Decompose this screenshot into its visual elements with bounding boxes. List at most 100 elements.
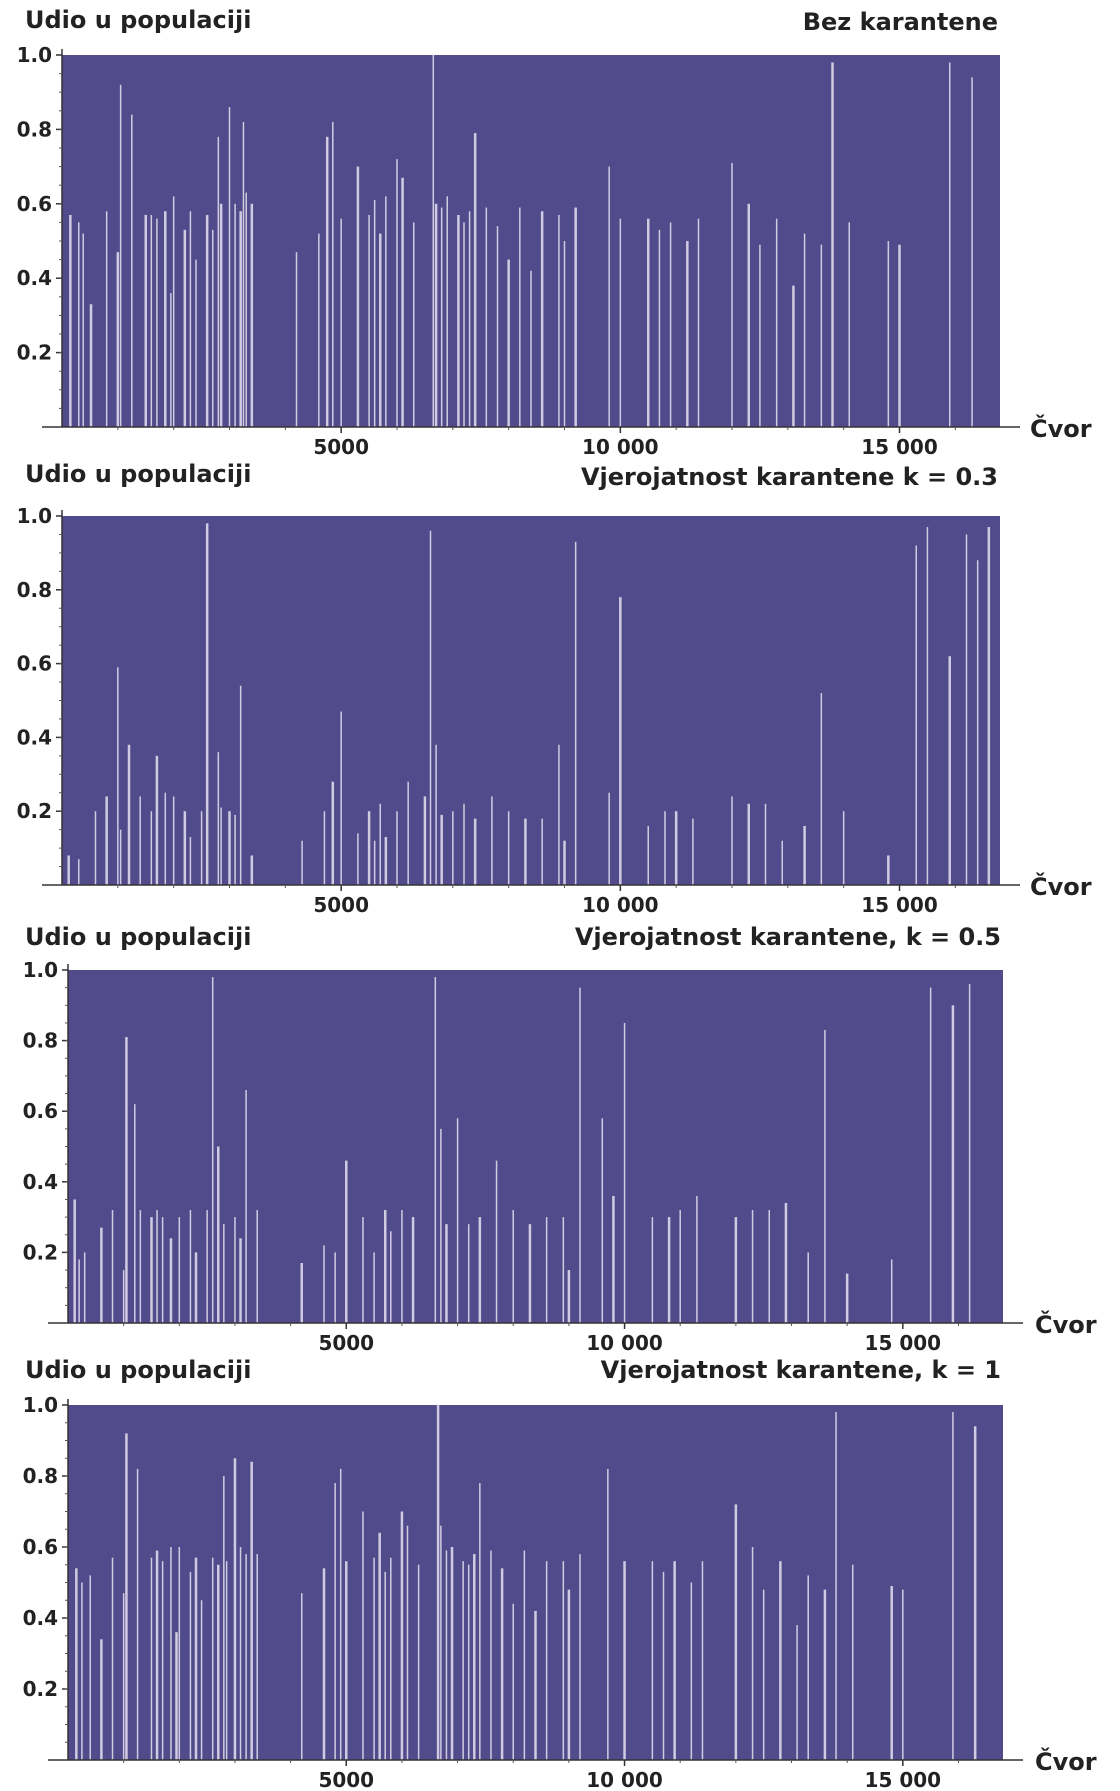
dip-bar-22 — [228, 107, 231, 427]
dip-bar-25 — [340, 711, 342, 885]
dip-bar-71 — [820, 244, 823, 427]
dip-bar-26 — [245, 192, 247, 427]
dip-bar-20 — [239, 685, 242, 885]
dip-bar-57 — [803, 825, 806, 885]
dip-bar-32 — [407, 781, 409, 885]
dip-bar-7 — [139, 796, 141, 885]
dip-bar-27 — [250, 203, 254, 427]
dip-bar-8 — [150, 811, 153, 885]
dip-bar-55 — [751, 1210, 754, 1323]
dip-bar-30 — [384, 837, 388, 885]
dip-bar-2 — [89, 1575, 92, 1760]
x-tick-label: 5000 — [313, 435, 369, 459]
dip-bar-57 — [574, 207, 577, 427]
dip-bar-34 — [368, 214, 370, 427]
x-tick-label: 5000 — [318, 1331, 374, 1355]
dip-bar-13 — [178, 1547, 181, 1760]
dip-bar-3 — [105, 796, 108, 885]
dip-bar-4 — [111, 1557, 114, 1760]
dip-bar-26 — [301, 1593, 303, 1760]
dip-bar-43 — [440, 207, 443, 427]
dip-bar-22 — [239, 1547, 242, 1760]
dip-bar-14 — [189, 1571, 192, 1760]
dip-bar-39 — [473, 818, 477, 885]
dip-bar-36 — [445, 1224, 448, 1323]
dip-bar-61 — [690, 1582, 693, 1760]
dip-bar-6 — [125, 1433, 128, 1760]
dip-bar-37 — [406, 1525, 409, 1760]
dip-bar-54 — [747, 803, 750, 885]
y-tick-label: 0.8 — [23, 1029, 58, 1053]
dip-bar-74 — [887, 241, 890, 427]
dip-bar-64 — [965, 534, 968, 885]
dip-bar-25 — [242, 121, 245, 428]
y-tick-label: 0.4 — [23, 1170, 58, 1194]
dip-bar-38 — [417, 1564, 420, 1760]
dip-bar-11 — [156, 218, 158, 427]
dip-bar-50 — [664, 811, 666, 885]
dip-bar-62 — [926, 527, 929, 885]
dip-bar-16 — [200, 1600, 203, 1760]
dip-bar-10 — [164, 792, 167, 885]
dip-bar-57 — [784, 1202, 788, 1323]
y-tick-label: 1.0 — [23, 958, 58, 982]
dip-bar-22 — [245, 1090, 247, 1323]
dip-bar-60 — [845, 1273, 849, 1323]
dip-bar-12 — [169, 1238, 173, 1323]
y-tick-label: 1.0 — [17, 43, 52, 67]
dip-bar-29 — [373, 1252, 375, 1323]
dip-bar-19 — [223, 1476, 225, 1760]
dip-bar-23 — [245, 1554, 247, 1760]
dip-bar-15 — [205, 523, 209, 885]
dip-bar-4 — [111, 1210, 114, 1323]
dip-bar-54 — [734, 1217, 738, 1323]
dip-bar-30 — [345, 1561, 348, 1760]
dip-bar-29 — [339, 1468, 342, 1760]
dip-bar-49 — [647, 825, 649, 885]
y-tick-label: 0.6 — [23, 1099, 58, 1123]
dip-bar-69 — [792, 285, 795, 427]
dip-bar-19 — [212, 229, 214, 427]
dip-bar-14 — [172, 196, 175, 427]
dip-bar-41 — [432, 55, 435, 427]
y-tick-label: 0.2 — [23, 1240, 58, 1264]
dip-bar-11 — [161, 1217, 164, 1323]
dip-bar-34 — [434, 977, 437, 1323]
dip-bar-41 — [507, 811, 510, 885]
y-tick-label: 1.0 — [23, 1393, 58, 1417]
y-tick-label: 1.0 — [17, 504, 52, 528]
dip-bar-5 — [122, 1270, 125, 1323]
panel-title: Vjerojatnost karantene k = 0.3 — [581, 463, 998, 491]
y-tick-label: 0.8 — [23, 1464, 58, 1488]
dip-bar-29 — [318, 233, 320, 427]
y-tick-label: 0.8 — [17, 578, 52, 602]
dip-bar-20 — [225, 1561, 228, 1760]
dip-bar-21 — [239, 1238, 242, 1323]
dip-bar-59 — [824, 1030, 826, 1323]
dip-bar-41 — [512, 1210, 514, 1323]
dip-bar-13 — [170, 293, 172, 427]
dip-bar-39 — [478, 1217, 482, 1323]
dip-bar-12 — [175, 1632, 178, 1760]
x-tick-label: 15 000 — [861, 893, 938, 917]
x-tick-label: 5000 — [313, 893, 369, 917]
dip-bar-35 — [440, 1128, 442, 1323]
dip-bar-62 — [669, 222, 672, 427]
dip-bar-62 — [701, 1561, 704, 1760]
series-fill — [68, 970, 1003, 1323]
dip-bar-42 — [528, 1224, 532, 1323]
dip-bar-0 — [75, 1568, 78, 1760]
dip-bar-47 — [601, 1118, 604, 1323]
dip-bar-61 — [658, 229, 661, 427]
dip-bar-64 — [697, 218, 700, 427]
x-tick-label: 15 000 — [865, 1768, 942, 1791]
dip-bar-28 — [334, 1483, 336, 1760]
dip-bar-51 — [667, 1217, 671, 1323]
dip-bar-35 — [435, 744, 437, 885]
x-tick-label: 10 000 — [586, 1768, 663, 1791]
dip-bar-54 — [540, 211, 544, 427]
y-tick-label: 0.2 — [17, 341, 52, 365]
dip-bar-38 — [396, 159, 398, 427]
dip-bar-14 — [189, 1210, 192, 1323]
dip-bar-38 — [463, 803, 465, 885]
